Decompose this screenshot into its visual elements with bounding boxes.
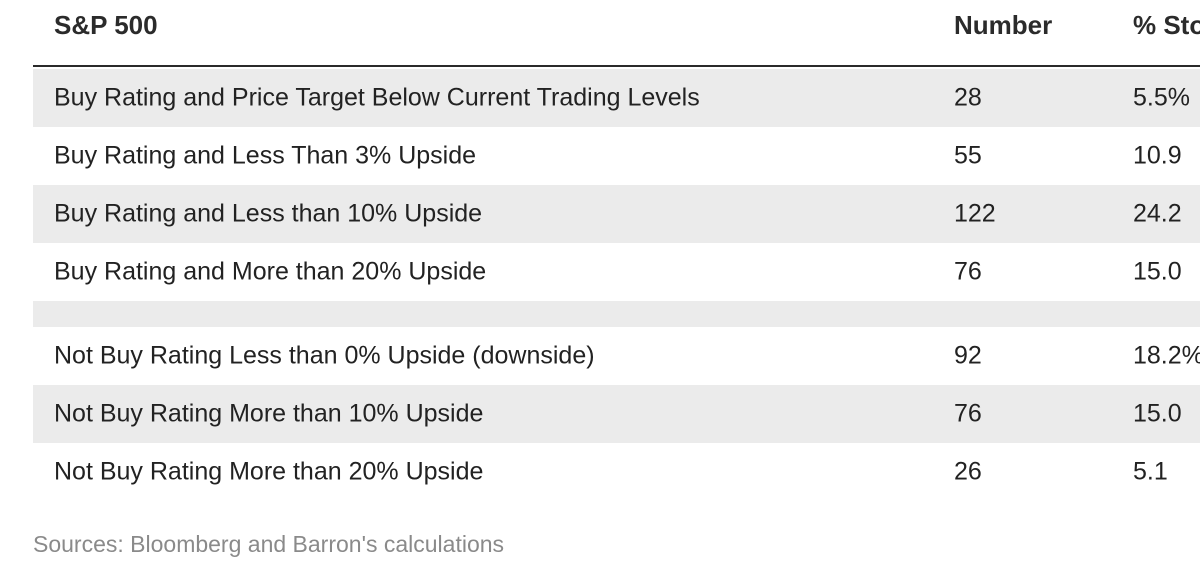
row-number: 76 — [954, 399, 982, 428]
row-number: 92 — [954, 341, 982, 370]
row-label: Buy Rating and Less Than 3% Upside — [54, 141, 477, 170]
row-pct: 15.0 — [1133, 399, 1182, 428]
row-number: 76 — [954, 257, 982, 286]
row-pct: 10.9 — [1133, 141, 1182, 170]
spacer-row — [33, 301, 1200, 327]
table-row: Buy Rating and Price Target Below Curren… — [33, 69, 1200, 127]
row-number: 55 — [954, 141, 982, 170]
row-label: Buy Rating and More than 20% Upside — [54, 257, 487, 286]
header-sp500: S&P 500 — [54, 10, 158, 40]
table-header: S&P 500 Number % Sto — [33, 0, 1200, 67]
row-label: Not Buy Rating More than 20% Upside — [54, 457, 484, 486]
row-label: Buy Rating and Less than 10% Upside — [54, 199, 483, 228]
data-table: S&P 500 Number % Sto Buy Rating and Pric… — [33, 0, 1200, 501]
row-number: 26 — [954, 457, 982, 486]
table-row: Buy Rating and Less than 10% Upside 122 … — [33, 185, 1200, 243]
table-row: Buy Rating and Less Than 3% Upside 55 10… — [33, 127, 1200, 185]
table-row: Not Buy Rating More than 10% Upside 76 1… — [33, 385, 1200, 443]
header-pct-stocks: % Sto — [1133, 10, 1200, 40]
table-row: Buy Rating and More than 20% Upside 76 1… — [33, 243, 1200, 301]
row-label: Not Buy Rating More than 10% Upside — [54, 399, 484, 428]
source-note: Sources: Bloomberg and Barron's calculat… — [33, 531, 505, 557]
row-pct: 15.0 — [1133, 257, 1182, 286]
row-pct: 5.5% — [1133, 83, 1190, 112]
row-label: Buy Rating and Price Target Below Curren… — [54, 83, 700, 112]
row-number: 28 — [954, 83, 982, 112]
row-pct: 5.1 — [1133, 457, 1168, 486]
table-row: Not Buy Rating More than 20% Upside 26 5… — [33, 443, 1200, 501]
row-pct: 18.2% — [1133, 341, 1200, 370]
row-pct: 24.2 — [1133, 199, 1182, 228]
header-number: Number — [954, 10, 1053, 40]
table-row: Not Buy Rating Less than 0% Upside (down… — [33, 327, 1200, 385]
row-number: 122 — [954, 199, 996, 228]
row-label: Not Buy Rating Less than 0% Upside (down… — [54, 341, 595, 370]
